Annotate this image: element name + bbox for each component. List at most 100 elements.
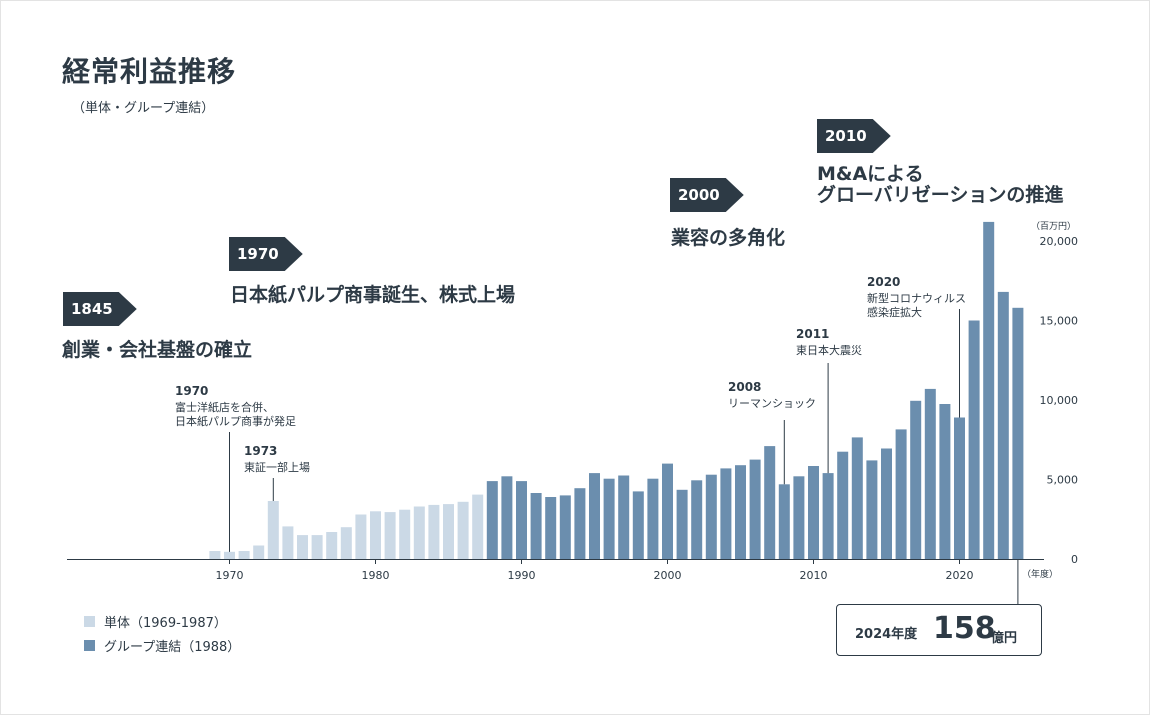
x-unit-label: （年度） [1022,568,1058,580]
legend-item-consolidated: グループ連結（1988） [84,636,240,655]
bar-nonconsolidated-1975 [297,535,308,559]
bar-nonconsolidated-1974 [282,526,294,559]
bar-consolidated-2017 [910,400,922,559]
era-text-1845: 創業・会社基盤の確立 [62,339,253,361]
annotation-1970-line2: 日本紙パルプ商事が発足 [175,415,296,428]
x-tick-label-1990: 1990 [508,569,536,582]
bar-consolidated-2021 [968,320,980,559]
bar-consolidated-2023 [997,291,1009,559]
bar-consolidated-1991 [530,493,542,559]
callout-unit: 億円 [991,631,1018,646]
y-tick-label-0: 0 [1071,553,1078,566]
era-tag-1970: 1970 [229,237,303,271]
era-text-2010-line1: M&Aによる [817,163,924,185]
bar-nonconsolidated-1976 [311,535,323,559]
x-tick-label-1970: 1970 [216,569,244,582]
x-tick-label-2010: 2010 [800,569,828,582]
bar-consolidated-2002 [691,480,703,559]
x-tick-label-2000: 2000 [654,569,682,582]
annotation-2008: 2008 リーマンショック [728,380,816,411]
bar-nonconsolidated-1970 [224,551,235,559]
callout-year: 2024年度 [855,627,918,642]
bar-nonconsolidated-1981 [384,512,396,559]
era-tag-2000: 2000 [670,178,744,212]
bar-consolidated-2006 [749,459,761,559]
annotation-2011-year: 2011 [796,327,830,341]
bar-consolidated-2010 [808,466,819,559]
era-text-2010-line2: グローバリゼーションの推進 [817,184,1064,206]
bar-consolidated-2009 [793,476,805,559]
bar-nonconsolidated-1971 [238,551,250,559]
bar-nonconsolidated-1982 [399,509,411,559]
bar-consolidated-2004 [720,468,732,559]
bar-nonconsolidated-1987 [472,494,484,559]
bar-nonconsolidated-1985 [443,504,454,559]
bar-consolidated-2020 [954,417,965,559]
bar-consolidated-1999 [647,478,659,559]
bar-consolidated-2016 [895,429,907,559]
bar-consolidated-1992 [545,497,557,559]
era-text-2000: 業容の多角化 [671,227,786,249]
annotation-2020-line2: 感染症拡大 [867,306,922,319]
bar-consolidated-2003 [705,474,717,559]
y-unit-label: （百万円） [1031,221,1076,232]
bar-consolidated-2011 [822,473,834,559]
bar-consolidated-2007 [764,446,776,559]
bar-nonconsolidated-1978 [340,527,352,559]
legend-item-nonconsolidated: 単体（1969-1987） [84,612,227,631]
annotation-2008-line1: リーマンショック [728,397,816,410]
bar-consolidated-2013 [851,437,863,559]
legend-label-consolidated: グループ連結（1988） [104,640,241,655]
page-subtitle: （単体・グループ連結） [72,101,215,116]
bar-nonconsolidated-1986 [457,501,469,559]
era-tag-2010: 2010 [817,119,891,153]
annotation-1973-line1: 東証一部上場 [244,461,310,474]
bar-consolidated-1997 [618,475,630,559]
x-tick-label-1980: 1980 [362,569,390,582]
bar-consolidated-1994 [574,488,586,559]
bar-consolidated-2014 [866,460,878,559]
bar-nonconsolidated-1983 [413,506,425,559]
bar-nonconsolidated-1980 [370,511,381,559]
bar-consolidated-2008 [778,484,790,559]
bar-consolidated-2019 [939,404,951,559]
y-tick-label-20000: 20,000 [1040,235,1079,248]
annotation-2008-year: 2008 [728,380,762,394]
callout-value: 158 [933,611,996,646]
bar-consolidated-1998 [632,491,644,559]
y-tick-label-5000: 5,000 [1047,474,1079,487]
bar-nonconsolidated-1973 [267,501,279,559]
annotation-2011: 2011 東日本大震災 [796,327,862,358]
era-tag-1845: 1845 [63,292,137,326]
bar-consolidated-2022 [983,221,995,559]
annotation-2020-line1: 新型コロナウィルス [867,292,966,305]
bar-nonconsolidated-1969 [209,551,221,559]
bar-nonconsolidated-1977 [326,532,338,559]
annotation-2020-year: 2020 [867,275,901,289]
bar-consolidated-2001 [676,489,688,559]
page-title: 経常利益推移 [62,55,237,88]
annotation-1970: 1970 富士洋紙店を合併、 日本紙パルプ商事が発足 [175,384,296,429]
bar-consolidated-2005 [735,465,746,559]
bar-consolidated-1989 [501,476,513,559]
legend-label-nonconsolidated: 単体（1969-1987） [104,616,227,631]
x-tick-label-2020: 2020 [946,569,974,582]
bar-consolidated-1993 [559,495,571,559]
y-tick-label-10000: 10,000 [1040,394,1079,407]
annotation-2020: 2020 新型コロナウィルス 感染症拡大 [867,275,966,320]
bar-consolidated-1995 [589,473,600,559]
annotation-1970-year: 1970 [175,384,209,398]
bar-consolidated-1996 [603,478,615,559]
bar-nonconsolidated-1979 [355,514,367,559]
bar-nonconsolidated-1972 [253,545,265,559]
bar-consolidated-1988 [486,481,498,559]
annotation-1970-line1: 富士洋紙店を合併、 [175,401,274,414]
bar-consolidated-1990 [516,481,527,559]
era-text-1970: 日本紙パルプ商事誕生、株式上場 [230,284,516,306]
bar-consolidated-2024 [1012,307,1024,559]
annotation-2011-line1: 東日本大震災 [796,344,862,357]
legend-swatch-consolidated [84,640,95,651]
latest-result-callout: 2024年度 158 億円 [836,604,1042,656]
annotation-1973: 1973 東証一部上場 [244,444,310,475]
